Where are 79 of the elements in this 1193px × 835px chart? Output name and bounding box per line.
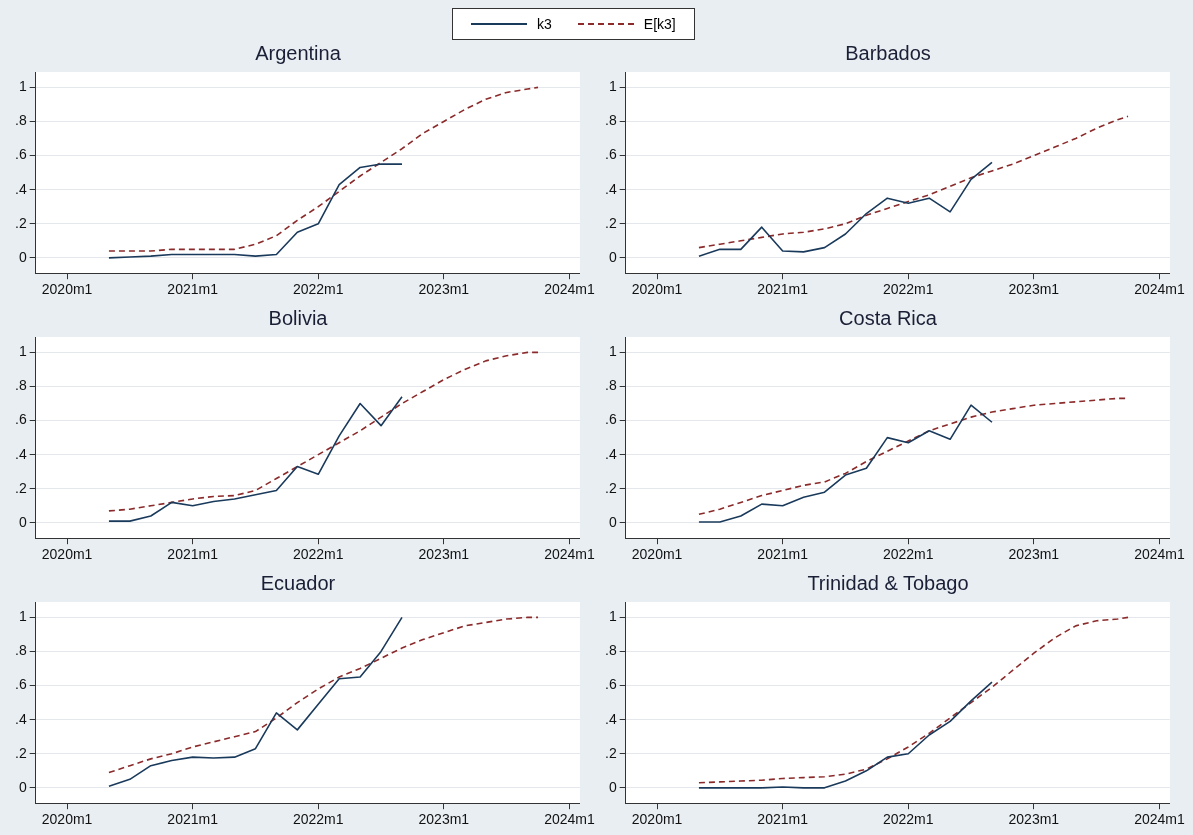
y-tick-label: .2 [604,479,617,496]
y-tick-label: 1 [18,608,27,625]
y-tick-label: 0 [18,513,27,530]
x-tick-label: 2022m1 [292,281,344,298]
x-tick-label: 2021m1 [167,546,219,563]
x-tick-label: 2020m1 [631,281,683,298]
y-tick-label: .8 [604,112,617,129]
chart-title: Barbados [845,41,931,64]
x-tick-label: 2024m1 [544,281,595,298]
y-tick-label: 1 [18,343,27,360]
y-tick-label: .4 [14,710,27,727]
x-tick-label: 2024m1 [1134,811,1185,828]
chart-title: Bolivia [268,306,329,329]
y-tick-label: .8 [14,377,27,394]
y-tick-label: .6 [14,146,27,163]
y-tick-label: 0 [18,248,27,265]
y-tick-label: .4 [604,445,617,462]
x-tick-label: 2024m1 [1134,281,1185,298]
x-tick-label: 2020m1 [41,546,93,563]
x-tick-label: 2023m1 [418,281,470,298]
y-tick-label: 0 [608,513,617,530]
x-tick-label: 2022m1 [292,546,344,563]
y-tick-label: .6 [14,676,27,693]
x-tick-label: 2024m1 [544,546,595,563]
y-tick-label: .8 [14,642,27,659]
y-tick-label: .6 [604,676,617,693]
x-tick-label: 2021m1 [167,281,219,298]
chart-title: Ecuador [260,571,336,594]
x-tick-label: 2023m1 [1008,546,1060,563]
x-tick-label: 2021m1 [167,811,219,828]
y-tick-label: 1 [608,608,617,625]
y-tick-label: .6 [14,411,27,428]
x-tick-label: 2021m1 [757,811,809,828]
x-tick-label: 2020m1 [41,811,93,828]
y-tick-label: 0 [608,248,617,265]
y-tick-label: .2 [14,479,27,496]
y-tick-label: .2 [604,744,617,761]
line-series [108,351,539,512]
chart-title: Argentina [255,41,342,64]
x-tick-label: 2021m1 [757,281,809,298]
y-tick-label: .4 [604,710,617,727]
line-series [108,616,539,774]
x-tick-label: 2020m1 [41,281,93,298]
x-tick-label: 2023m1 [418,811,470,828]
x-tick-label: 2020m1 [631,811,683,828]
y-tick-label: .8 [604,642,617,659]
y-tick-label: 0 [18,778,27,795]
x-tick-label: 2022m1 [292,811,344,828]
y-tick-label: 0 [608,778,617,795]
chart-title: Trinidad & Tobago [807,571,969,594]
y-tick-label: .6 [604,146,617,163]
x-tick-label: 2022m1 [882,281,934,298]
y-tick-label: 1 [608,343,617,360]
x-tick-label: 2021m1 [757,546,809,563]
x-tick-label: 2022m1 [882,546,934,563]
line-series [698,616,1129,784]
x-tick-label: 2023m1 [1008,281,1060,298]
y-tick-label: 1 [608,78,617,95]
line-series [698,115,1129,249]
x-tick-label: 2022m1 [882,811,934,828]
y-tick-label: .8 [14,112,27,129]
x-tick-label: 2020m1 [631,546,683,563]
chart-title: Costa Rica [839,306,938,329]
y-tick-label: .2 [604,214,617,231]
y-tick-label: .6 [604,411,617,428]
y-tick-label: .4 [604,180,617,197]
x-tick-label: 2023m1 [418,546,470,563]
y-tick-label: .2 [14,744,27,761]
legend-label: k3 [537,16,552,32]
y-tick-label: .4 [14,180,27,197]
legend-label: E[k3] [643,16,676,32]
y-tick-label: .2 [14,214,27,231]
line-series [108,86,539,252]
y-tick-label: .8 [604,377,617,394]
y-tick-label: 1 [18,78,27,95]
x-tick-label: 2024m1 [544,811,595,828]
x-tick-label: 2024m1 [1134,546,1185,563]
y-tick-label: .4 [14,445,27,462]
x-tick-label: 2023m1 [1008,811,1060,828]
